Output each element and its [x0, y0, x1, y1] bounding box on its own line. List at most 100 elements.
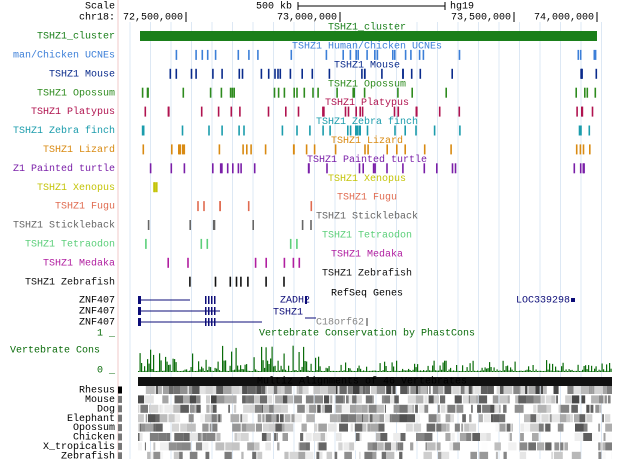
alignment-block: [200, 433, 203, 441]
element-tick: [361, 106, 364, 117]
alignment-block: [263, 404, 270, 413]
alignment-block: [365, 395, 373, 404]
alignment-block: [449, 451, 453, 459]
alignment-block: [441, 423, 447, 432]
cons-bar: [475, 371, 477, 372]
alignment-block: [257, 414, 259, 423]
alignment-block: [590, 404, 594, 413]
cons-bar: [558, 370, 560, 372]
cons-bar: [502, 360, 504, 372]
cons-bar: [583, 366, 585, 372]
element-tick: [218, 144, 221, 155]
element-tick: [175, 68, 178, 79]
alignment-block: [606, 386, 612, 394]
alignment-block: [212, 423, 218, 432]
alignment-block: [376, 404, 384, 413]
alignment-block: [204, 414, 212, 423]
track-label: TSHZ1 Opossum: [37, 88, 115, 99]
cons-bar: [444, 360, 446, 372]
alignment-block: [533, 404, 537, 413]
alignment-block: [225, 442, 232, 451]
cons-bar: [351, 370, 353, 372]
cons-bar: [139, 353, 141, 372]
cons-bar: [286, 371, 288, 372]
alignment-block: [394, 451, 400, 459]
alignment-block: [273, 404, 281, 413]
alignment-block: [268, 395, 273, 404]
cons-bar: [289, 371, 291, 372]
cons-bar: [561, 366, 563, 372]
element-tick: [451, 68, 453, 79]
cons-bar: [534, 371, 536, 372]
cons-bar: [546, 360, 548, 372]
alignment-block: [505, 404, 507, 413]
element-tick: [277, 68, 279, 79]
alignment-block: [519, 386, 521, 394]
element-tick: [220, 87, 223, 98]
alignment-block: [362, 423, 367, 432]
alignment-block: [486, 433, 491, 441]
species-label: X_tropicalis: [43, 441, 115, 453]
alignment-block: [535, 386, 540, 394]
alignment-block: [384, 395, 391, 404]
alignment-block: [350, 423, 353, 432]
cons-bar: [553, 371, 555, 372]
alignment-block: [138, 433, 140, 441]
cons-bar: [295, 370, 297, 372]
alignment-block: [554, 442, 560, 451]
alignment-block: [445, 414, 451, 423]
element-tick: [594, 49, 597, 60]
cons-bar: [213, 371, 215, 372]
alignment-block: [329, 414, 338, 423]
element-tick: [312, 87, 314, 98]
alignment-block: [281, 386, 285, 394]
alignment-block: [515, 395, 519, 404]
element-tick: [265, 257, 267, 268]
cons-bar: [471, 371, 473, 372]
alignment-block: [158, 386, 162, 394]
alignment-block: [469, 414, 472, 423]
alignment-block: [416, 433, 425, 441]
alignment-block: [241, 451, 244, 459]
alignment-block: [441, 451, 450, 459]
cons-bar: [265, 347, 267, 372]
element-tick: [577, 49, 580, 60]
alignment-block: [558, 404, 561, 413]
gene-label: TSHZ1: [273, 308, 303, 319]
alignment-block: [451, 433, 455, 441]
alignment-block: [206, 404, 210, 413]
element-tick: [422, 49, 425, 60]
element-tick: [322, 106, 324, 117]
alignment-block: [392, 386, 396, 394]
alignment-block: [438, 451, 442, 459]
alignment-block: [350, 404, 357, 413]
alignment-block: [189, 395, 196, 404]
alignment-block: [328, 423, 337, 432]
cons-bar: [204, 371, 206, 372]
cons-bar: [606, 364, 608, 372]
alignment-block: [145, 395, 154, 404]
alignment-block: [372, 395, 374, 404]
alignment-block: [206, 433, 216, 441]
alignment-block: [158, 433, 167, 441]
alignment-block: [580, 386, 590, 394]
cons-bar: [336, 371, 338, 372]
cons-bar: [435, 370, 437, 372]
alignment-block: [145, 423, 154, 432]
cons-bar: [430, 370, 432, 372]
alignment-block: [393, 433, 401, 441]
alignment-block: [481, 442, 488, 451]
alignment-block: [359, 451, 361, 459]
alignment-block: [354, 423, 363, 432]
element-tick: [575, 87, 577, 98]
gene: [571, 298, 575, 302]
element-tick: [344, 106, 347, 117]
cons-bar: [528, 366, 530, 372]
alignment-block: [338, 442, 343, 451]
alignment-block: [242, 386, 248, 394]
element-tick: [326, 163, 328, 174]
cons-bar: [514, 361, 516, 372]
element-tick: [169, 68, 172, 79]
cons-bar: [255, 369, 257, 372]
alignment-block: [325, 433, 328, 441]
